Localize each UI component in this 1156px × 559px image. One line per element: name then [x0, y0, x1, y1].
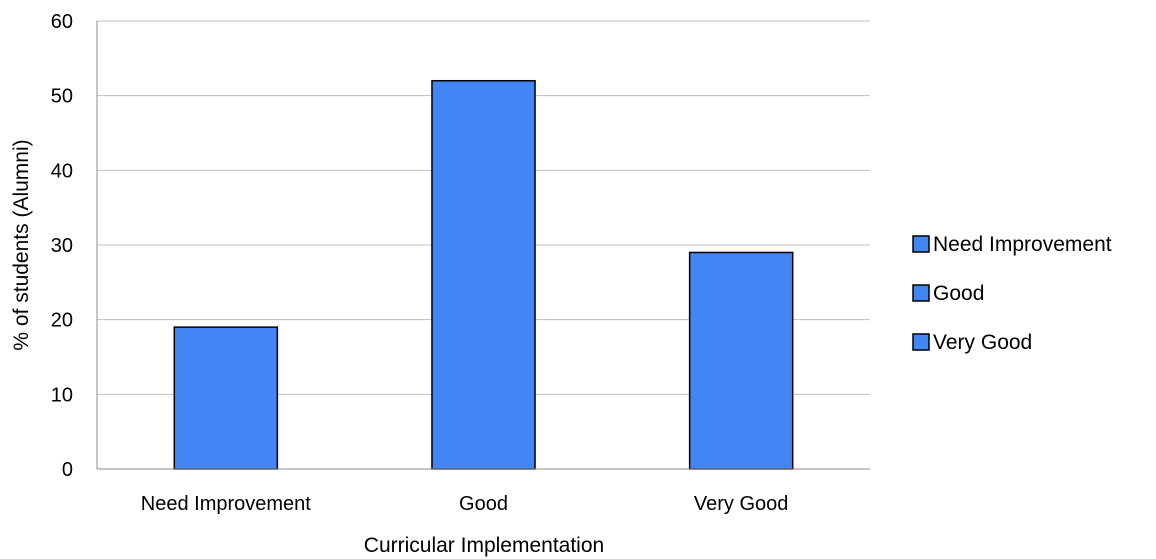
legend-swatch	[912, 333, 930, 351]
y-tick-labels: 0 10 20 30 40 50 60	[51, 11, 73, 481]
legend-label: Very Good	[933, 331, 1032, 354]
legend-swatch	[912, 235, 930, 253]
y-tick-label: 20	[51, 310, 73, 332]
x-tick-label: Good	[459, 493, 508, 515]
y-tick-label: 50	[51, 86, 73, 108]
y-tick-label: 30	[51, 235, 73, 257]
legend-label: Need Improvement	[933, 233, 1112, 256]
y-axis-title: % of students (Alumni)	[10, 139, 33, 350]
legend-swatch	[912, 284, 930, 302]
legend: Need Improvement Good Very Good	[912, 233, 1112, 354]
x-tick-label: Need Improvement	[141, 493, 312, 515]
y-tick-label: 40	[51, 160, 73, 182]
bar-need-improvement	[173, 326, 279, 470]
bar-very-good	[688, 251, 794, 470]
x-tick-label: Very Good	[694, 493, 789, 515]
axes	[96, 21, 870, 470]
bars	[173, 79, 794, 470]
bar-good	[431, 79, 536, 470]
legend-label: Good	[933, 282, 984, 305]
y-tick-label: 60	[51, 11, 73, 33]
x-tick-labels: Need Improvement Good Very Good	[141, 493, 789, 515]
y-tick-label: 0	[62, 459, 73, 481]
x-axis-title: Curricular Implementation	[364, 534, 604, 557]
y-tick-label: 10	[51, 384, 73, 406]
